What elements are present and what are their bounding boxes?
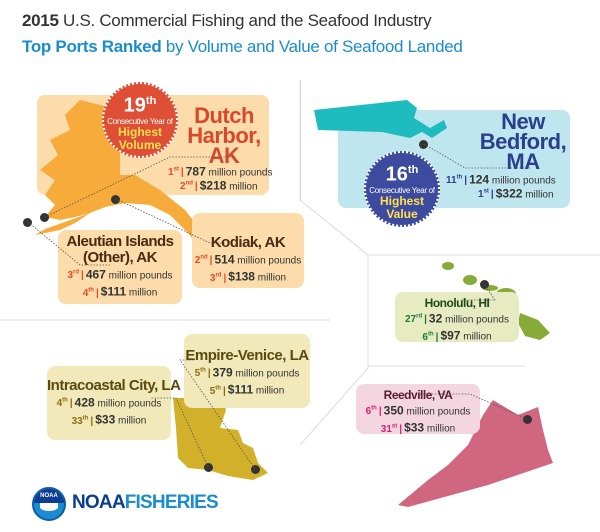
- louisiana-map: [173, 398, 268, 480]
- alaska-map: [35, 100, 215, 260]
- noaa-logo: NOAA: [32, 487, 66, 521]
- badge-line3: Volume: [118, 137, 162, 152]
- title-year: 2015: [22, 11, 59, 30]
- honolulu-volume: 27rd | 32 million pounds: [404, 311, 509, 326]
- badge-line2: Highest: [379, 193, 424, 208]
- aleutian-dot-2: [40, 213, 49, 222]
- aleutian-volume: 3rd | 467 million pounds: [67, 267, 173, 282]
- empire-venice-card: Empire-Venice, LA 5th | 379 million pounds…: [184, 334, 310, 408]
- new-bedford-dot: [419, 140, 428, 149]
- empire-venice-dot: [251, 465, 260, 474]
- kodiak-dot: [111, 195, 120, 204]
- badge-ordinal: 19th: [123, 94, 157, 117]
- reedville-name: Reedville, VA: [383, 388, 453, 402]
- dutch-harbor-value: 2nd | $218 million: [180, 178, 258, 193]
- new-bedford-name: New Bedford, MA: [479, 109, 567, 174]
- virginia-map: [398, 400, 553, 507]
- dutch-harbor-name: Dutch Harbor, AK: [187, 103, 261, 168]
- dutch-harbor-volume: 1st | 787 million pounds: [168, 164, 273, 179]
- intracoastal-dot: [204, 463, 213, 472]
- noaa-emblem-text: NOAA: [34, 489, 64, 503]
- aleutian-value: 4th | $111 million: [82, 284, 158, 299]
- badge-line1: Consecutive Year of: [107, 116, 173, 126]
- intracoastal-volume: 4th | 428 million pounds: [56, 395, 162, 410]
- reedville-dot: [523, 415, 532, 424]
- reedville-value: 31st | $33 million: [380, 420, 456, 435]
- honolulu-value: 6th | $97 million: [422, 328, 492, 343]
- value-badge: 16th Consecutive Year of Highest Value: [364, 151, 440, 227]
- aleutian-name: Aleutian Islands (Other), AK: [66, 233, 174, 266]
- aleutian-card: Aleutian Islands (Other), AK 3rd | 467 mil…: [58, 230, 182, 304]
- massachusetts-map: [314, 100, 447, 138]
- kodiak-volume: 2nd | 514 million pounds: [194, 252, 302, 267]
- honolulu-name: Honolulu, HI: [424, 296, 490, 310]
- kodiak-card: Kodiak, AK 2nd | 514 million pounds 3rd | $1…: [192, 213, 304, 288]
- new-bedford-volume: 11th | 124 million pounds: [446, 172, 556, 187]
- reedville-volume: 6th | 350 million pounds: [365, 403, 471, 418]
- badge-line3: Value: [386, 206, 418, 221]
- aleutian-dot-1: [23, 218, 32, 227]
- badge-line2: Highest: [117, 124, 162, 139]
- title-line-2: Top Ports Ranked by Volume and Value of …: [22, 37, 463, 57]
- empire-venice-value: 5th | $111 million: [209, 382, 285, 397]
- new-bedford-value: 1st | $322 million: [478, 186, 554, 201]
- subtitle-bold: Top Ports Ranked: [22, 37, 162, 56]
- volume-badge: 19th Consecutive Year of Highest Volume: [102, 82, 178, 158]
- kodiak-name: Kodiak, AK: [210, 234, 286, 251]
- seagull-icon: [40, 503, 58, 511]
- empire-venice-name: Empire-Venice, LA: [185, 347, 309, 364]
- title-text: U.S. Commercial Fishing and the Seafood …: [58, 11, 432, 30]
- intracoastal-name: Intracoastal City, LA: [47, 377, 181, 394]
- noaa-fisheries-wordmark: NOAAFISHERIES: [72, 492, 219, 513]
- honolulu-card: Honolulu, HI 27rd | 32 million pounds 6th |…: [395, 292, 519, 343]
- title-line-1: 2015 U.S. Commercial Fishing and the Sea…: [22, 11, 432, 31]
- subtitle-text: by Volume and Value of Seafood Landed: [161, 37, 463, 56]
- empire-venice-volume: 5th | 379 million pounds: [194, 365, 300, 380]
- badge-line1: Consecutive Year of: [369, 185, 435, 195]
- intracoastal-card: Intracoastal City, LA 4th | 428 million po…: [47, 366, 181, 440]
- intracoastal-value: 33th | $33 million: [71, 412, 147, 427]
- kodiak-value: 3rd | $138 million: [209, 269, 287, 284]
- badge-ordinal: 16th: [385, 163, 419, 186]
- reedville-card: Reedville, VA 6th | 350 million pounds 31s…: [356, 384, 480, 435]
